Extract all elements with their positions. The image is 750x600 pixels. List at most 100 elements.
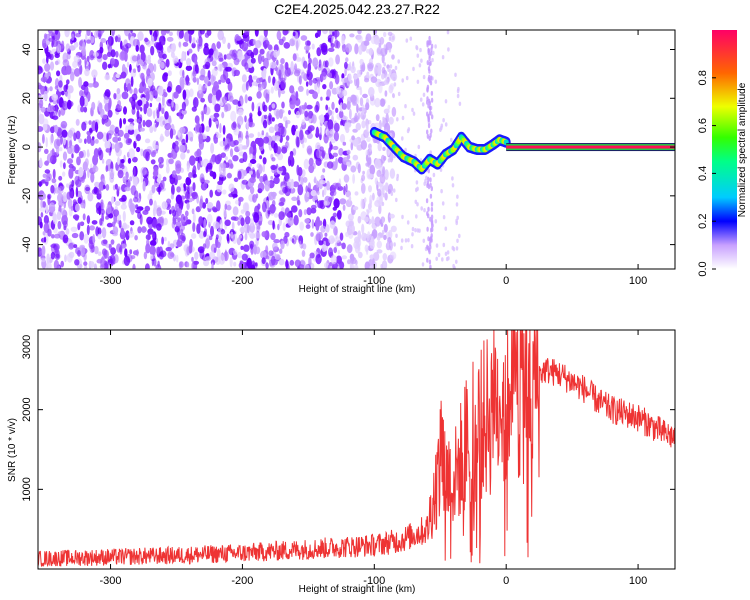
noise-blob bbox=[426, 40, 429, 46]
noise-blob bbox=[42, 133, 45, 144]
noise-blob bbox=[84, 158, 89, 167]
noise-blob bbox=[263, 67, 267, 76]
noise-blob bbox=[348, 195, 352, 202]
noise-blob bbox=[175, 163, 182, 174]
noise-blob bbox=[252, 211, 259, 218]
noise-blob bbox=[102, 239, 108, 245]
noise-blob bbox=[231, 221, 235, 230]
noise-blob bbox=[407, 127, 411, 132]
noise-blob bbox=[311, 43, 315, 50]
noise-blob bbox=[305, 185, 309, 194]
noise-blob bbox=[427, 98, 431, 104]
colorbar-tick-label: 0.2 bbox=[697, 214, 709, 229]
noise-blob bbox=[268, 112, 272, 122]
noise-blob bbox=[116, 88, 121, 94]
colorbar-ticks: 0.0 0.2 0.4 0.6 0.8 bbox=[697, 70, 716, 277]
noise-blob bbox=[97, 189, 102, 199]
noise-blob bbox=[211, 262, 214, 269]
noise-blob bbox=[233, 261, 237, 267]
noise-blob bbox=[195, 206, 201, 213]
noise-blob bbox=[80, 106, 85, 113]
noise-blob bbox=[352, 154, 359, 161]
noise-blob bbox=[198, 216, 204, 226]
noise-blob bbox=[339, 133, 346, 143]
noise-blob bbox=[434, 79, 438, 84]
noise-blob bbox=[364, 77, 370, 83]
noise-blob bbox=[54, 34, 58, 42]
noise-blob bbox=[143, 251, 148, 260]
noise-blob bbox=[225, 78, 231, 85]
noise-blob bbox=[429, 150, 433, 155]
noise-blob bbox=[458, 101, 462, 107]
noise-blob bbox=[162, 120, 166, 125]
noise-blob bbox=[315, 219, 320, 224]
noise-blob bbox=[429, 264, 432, 269]
noise-blob bbox=[89, 225, 95, 231]
noise-blob bbox=[332, 31, 335, 37]
noise-blob bbox=[87, 167, 90, 179]
noise-blob bbox=[232, 193, 238, 198]
noise-blob bbox=[315, 126, 320, 138]
noise-blob bbox=[428, 35, 431, 41]
noise-blob bbox=[216, 200, 221, 212]
noise-blob bbox=[446, 250, 450, 255]
noise-blob bbox=[329, 128, 336, 135]
noise-blob bbox=[248, 76, 253, 88]
noise-blob bbox=[227, 204, 231, 211]
noise-blob bbox=[376, 235, 381, 241]
noise-blob bbox=[360, 139, 367, 150]
noise-blob bbox=[205, 164, 213, 172]
noise-blob bbox=[91, 69, 98, 78]
noise-blob bbox=[308, 164, 315, 174]
noise-blob bbox=[233, 177, 239, 183]
noise-blob bbox=[301, 119, 306, 126]
noise-blob bbox=[185, 133, 189, 144]
noise-blob bbox=[186, 165, 190, 172]
noise-blob bbox=[106, 222, 113, 228]
noise-blob bbox=[73, 132, 77, 142]
noise-blob bbox=[236, 237, 241, 246]
noise-blob bbox=[333, 226, 338, 236]
noise-blob bbox=[426, 183, 429, 188]
noise-blob bbox=[366, 209, 370, 216]
noise-blob bbox=[209, 251, 215, 259]
noise-blob bbox=[352, 206, 359, 211]
noise-blob bbox=[386, 78, 389, 84]
noise-blob bbox=[162, 53, 167, 60]
noise-blob bbox=[110, 58, 116, 65]
noise-blob bbox=[292, 31, 296, 37]
noise-blob bbox=[381, 201, 385, 207]
noise-blob bbox=[387, 104, 391, 110]
noise-blob bbox=[425, 175, 428, 180]
noise-blob bbox=[46, 253, 50, 264]
noise-blob bbox=[107, 255, 113, 266]
noise-blob bbox=[43, 33, 48, 40]
colorbar-gradient bbox=[712, 30, 737, 269]
noise-blob bbox=[331, 35, 334, 45]
noise-blob bbox=[186, 202, 190, 211]
noise-blob bbox=[67, 158, 73, 165]
noise-blob bbox=[431, 114, 434, 120]
noise-blob bbox=[209, 189, 213, 198]
noise-blob bbox=[150, 240, 157, 247]
noise-blob bbox=[90, 171, 95, 183]
noise-blob bbox=[338, 148, 344, 156]
noise-blob bbox=[132, 156, 138, 163]
noise-blob bbox=[205, 125, 210, 132]
noise-blob bbox=[186, 58, 192, 66]
noise-blob bbox=[125, 171, 129, 180]
noise-blob bbox=[164, 123, 172, 130]
noise-blob bbox=[242, 151, 248, 163]
noise-blob bbox=[346, 161, 351, 167]
noise-blob bbox=[217, 30, 224, 41]
noise-blob bbox=[203, 218, 207, 230]
noise-blob bbox=[396, 117, 399, 122]
noise-blob bbox=[277, 152, 284, 161]
noise-blob bbox=[88, 261, 95, 268]
noise-blob bbox=[104, 118, 112, 127]
noise-blob bbox=[271, 255, 276, 266]
noise-blob bbox=[316, 180, 320, 188]
noise-blob bbox=[123, 132, 130, 139]
noise-blob bbox=[127, 157, 132, 164]
noise-blob bbox=[427, 123, 431, 129]
